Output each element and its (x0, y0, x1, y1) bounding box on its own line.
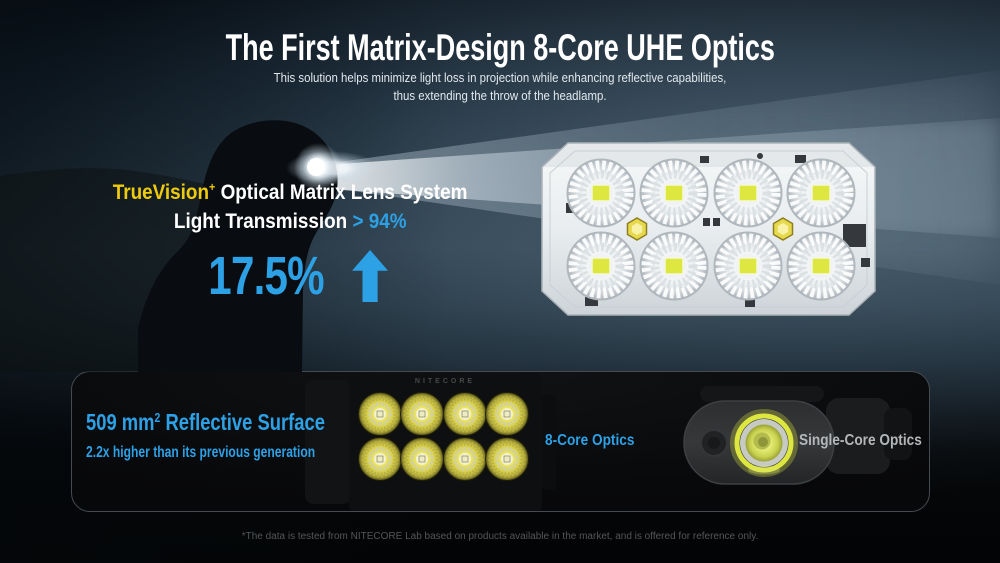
transmission-value: > 94% (352, 210, 407, 233)
surface-superscript: 2 (154, 410, 161, 425)
module-brand-text: NITECORE (415, 378, 475, 385)
page-title: The First Matrix-Design 8-Core UHE Optic… (225, 27, 775, 68)
subtitle-line2: thus extending the throw of the headlamp… (393, 87, 607, 103)
panel-graphics: NITECORE (305, 373, 912, 511)
page-subtitle: This solution helps minimize light loss … (0, 69, 1000, 104)
single-core-headlamp (683, 386, 912, 485)
brand-name: TrueVision (112, 181, 209, 204)
transmission-label: Light Transmission (173, 210, 347, 233)
eight-core-label: 8-Core Optics (545, 432, 635, 449)
increase-value: 17.5% (208, 246, 324, 306)
lens-system-label: Optical Matrix Lens System (220, 181, 468, 204)
eight-core-module-closeup (541, 142, 876, 316)
single-core-label: Single-Core Optics (799, 432, 922, 449)
transmission-line: Light Transmission > 94% (75, 210, 505, 234)
feature-block: TrueVision+ Optical Matrix Lens System L… (75, 180, 505, 307)
reflective-surface-title: 509 mm2 Reflective Surface (86, 409, 325, 436)
subtitle-line1: This solution helps minimize light loss … (273, 70, 727, 85)
footer-disclaimer: *The data is tested from NITECORE Lab ba… (241, 531, 759, 542)
surface-value: 509 mm (86, 409, 155, 435)
headlamp-glow (286, 143, 378, 191)
header: The First Matrix-Design 8-Core UHE Optic… (0, 27, 1000, 104)
brand-superscript: + (208, 180, 216, 194)
increase-line: 17.5% (75, 245, 505, 307)
reflective-surface-note: 2.2x higher than its previous generation (86, 444, 316, 461)
eight-core-headlamp: NITECORE (305, 373, 556, 511)
lens-system-line: TrueVision+ Optical Matrix Lens System (75, 180, 505, 205)
arrow-up-icon (352, 250, 389, 302)
surface-label: Reflective Surface (165, 409, 325, 435)
